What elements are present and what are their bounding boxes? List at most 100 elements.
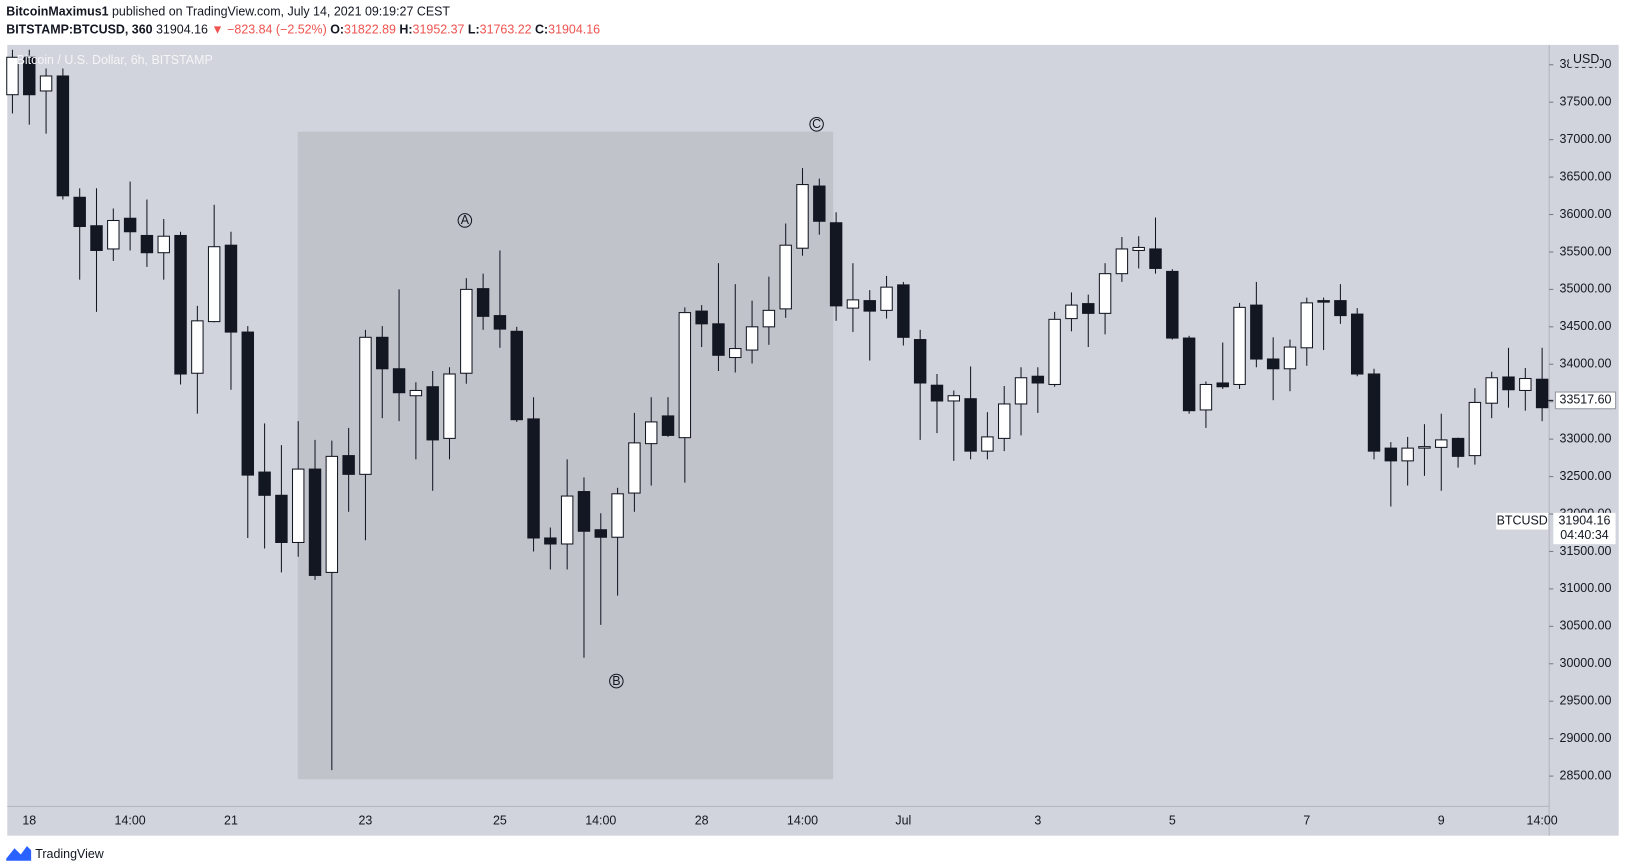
candle-body-down: [241, 331, 255, 476]
candle-body-up: [207, 246, 221, 323]
candle-body-up: [325, 455, 339, 573]
footer-brand: TradingView: [35, 847, 104, 861]
candle-body-down: [426, 386, 439, 441]
candle-body-down: [1317, 300, 1330, 303]
candle-body-down: [1502, 376, 1515, 391]
y-tick-label: 34500.00: [1560, 319, 1612, 333]
candle-body-down: [1350, 313, 1364, 375]
x-tick-label: 5: [1169, 813, 1176, 827]
candle-body-down: [140, 234, 154, 254]
candle-body-up: [1098, 273, 1112, 314]
candle-body-down: [376, 336, 389, 370]
candle-body-down: [174, 234, 187, 375]
candle-body-down: [308, 468, 322, 576]
x-tick-label: 23: [359, 813, 373, 827]
last: 31904.16: [156, 23, 208, 37]
candle-body-up: [644, 421, 658, 445]
x-tick-label: 14:00: [787, 813, 818, 827]
unit-bg: [1568, 50, 1601, 67]
candle-body-down: [23, 56, 36, 96]
candle-body-up: [1418, 446, 1431, 449]
candle-body-down: [829, 222, 843, 307]
candle-body-down: [493, 315, 507, 330]
candle-body-down: [712, 323, 725, 356]
candle-body-down: [1182, 337, 1196, 412]
candle-body-up: [1485, 377, 1498, 404]
x-tick-label: 14:00: [1527, 813, 1558, 827]
candle-body-up: [560, 495, 574, 545]
candle-body-down: [342, 455, 355, 475]
y-tick-label: 35500.00: [1560, 244, 1612, 258]
candle-body-down: [275, 494, 288, 543]
candle-body-up: [359, 336, 372, 475]
close: 31904.16: [548, 23, 600, 37]
candle-body-up: [880, 286, 893, 311]
candle-body-down: [90, 225, 103, 251]
y-tick-label: 33000.00: [1560, 431, 1612, 445]
candle-body-up: [191, 320, 204, 374]
candle-body-up: [846, 299, 860, 309]
candle-body-up: [762, 309, 776, 328]
candle-body-up: [460, 288, 473, 374]
candle-body-up: [39, 75, 53, 92]
candle-body-down: [527, 418, 540, 539]
candle-body-up: [1233, 306, 1246, 386]
candle-body-up: [1065, 304, 1078, 320]
annotation-label: A: [461, 213, 470, 227]
candle-body-down: [224, 244, 238, 333]
candle-body-up: [779, 244, 792, 310]
candle-body-up: [1132, 246, 1145, 251]
y-tick-label: 30500.00: [1560, 619, 1612, 633]
candle-body-down: [594, 529, 608, 538]
x-tick-label: 9: [1438, 813, 1445, 827]
last-price-label: 31904.16: [1559, 513, 1611, 527]
candle-body-up: [678, 312, 692, 439]
candle-body-up: [1048, 318, 1061, 386]
symbol-label: BTCUSD: [1497, 513, 1548, 527]
candle-body-up: [1283, 346, 1297, 370]
x-tick-label: 28: [695, 813, 709, 827]
low-label: L:: [468, 23, 480, 37]
published: published on TradingView.com, July 14, 2…: [112, 5, 450, 19]
candle-body-down: [56, 75, 70, 197]
candle-body-up: [1435, 439, 1448, 448]
candle-body-down: [1266, 358, 1280, 370]
y-tick-label: 34000.00: [1560, 357, 1612, 371]
candle-body-down: [964, 398, 977, 452]
x-tick-label: 3: [1034, 813, 1041, 827]
x-tick-label: Jul: [895, 813, 911, 827]
candle-body-up: [157, 235, 170, 254]
x-tick-label: 14:00: [585, 813, 616, 827]
candle-body-down: [1149, 248, 1162, 269]
candle-body-up: [997, 403, 1011, 439]
candle-body-up: [107, 219, 120, 250]
candle-body-up: [1468, 401, 1482, 457]
y-tick-label: 36000.00: [1560, 207, 1612, 221]
candle-body-down: [1082, 303, 1095, 314]
candle-body-up: [1300, 302, 1314, 349]
x-tick-label: 14:00: [115, 813, 146, 827]
last-price-box: [1553, 512, 1616, 545]
price-line-label: 33517.60: [1560, 393, 1612, 407]
y-tick-label: 35000.00: [1560, 282, 1612, 296]
low: 31763.22: [480, 23, 532, 37]
author: BitcoinMaximus1: [6, 5, 108, 19]
candle-body-down: [1451, 437, 1465, 457]
candle-body-down: [258, 471, 271, 496]
x-tick-label: 25: [493, 813, 507, 827]
candle-body-down: [123, 217, 137, 233]
y-tick-label: 29000.00: [1560, 731, 1612, 745]
y-tick-label: 28500.00: [1560, 768, 1612, 782]
candle-body-up: [1115, 248, 1129, 275]
candle-body-down: [577, 491, 591, 532]
candle-body-up: [1014, 377, 1028, 405]
candle-body-up: [291, 468, 305, 543]
y-tick-label: 30000.00: [1560, 656, 1612, 670]
candle-body-down: [930, 384, 944, 402]
high-label: H:: [399, 23, 412, 37]
ohlc-line: BITSTAMP:BTCUSD, 360 31904.16 ▼ −823.84 …: [6, 23, 600, 37]
chart-title: Bitcoin / U.S. Dollar, 6h, BITSTAMP: [17, 53, 213, 67]
candle-body-down: [813, 185, 826, 222]
candle-body-up: [1401, 447, 1414, 462]
